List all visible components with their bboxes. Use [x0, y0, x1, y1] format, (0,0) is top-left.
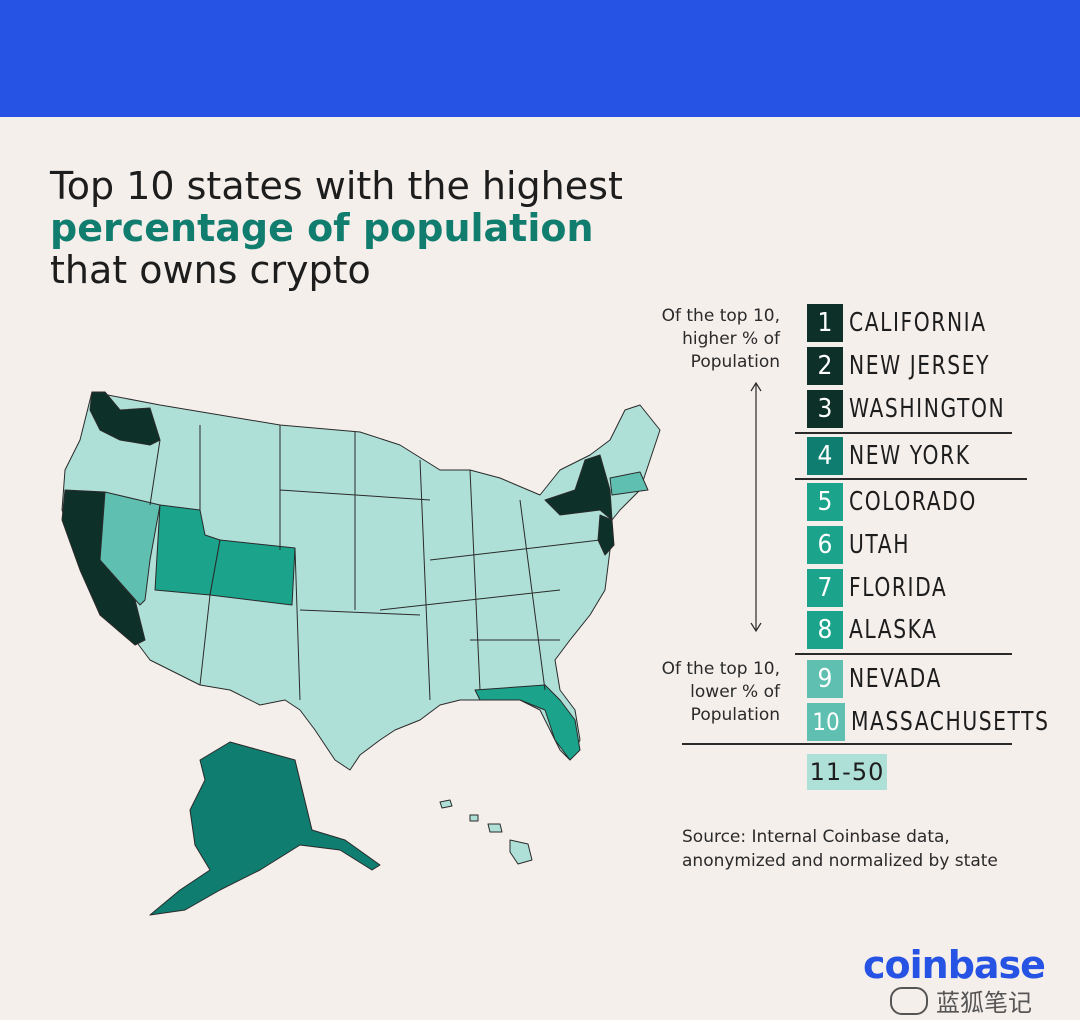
note-higher-line: Population [690, 352, 780, 372]
state-label: NEW JERSEY [849, 351, 991, 381]
legend-item: 6 UTAH [807, 526, 927, 564]
legend-item: 1 CALIFORNIA [807, 304, 1025, 342]
note-lower-line: Of the top 10, [661, 659, 780, 679]
note-lower: Of the top 10, lower % of Population [640, 658, 780, 727]
rank-box: 6 [807, 526, 843, 564]
rank-box: 3 [807, 390, 843, 428]
note-higher-line: Of the top 10, [661, 306, 780, 326]
note-lower-line: Population [690, 705, 780, 725]
note-higher-line: higher % of [682, 329, 780, 349]
rank-box: 2 [807, 347, 843, 385]
state-label: NEVADA [849, 664, 942, 694]
state-label: ALASKA [849, 615, 938, 645]
legend-item: 4 NEW YORK [807, 437, 1005, 475]
legend-item: 2 NEW JERSEY [807, 347, 1030, 385]
state-alaska [149, 741, 381, 916]
legend-item: 7 FLORIDA [807, 569, 975, 607]
state-label: MASSACHUSETTS [851, 707, 1050, 737]
legend-divider [795, 653, 1012, 655]
wechat-icon [890, 986, 928, 1015]
state-florida [474, 684, 581, 761]
source-note: Source: Internal Coinbase data, anonymiz… [682, 825, 998, 873]
rank-box: 1 [807, 304, 843, 342]
state-hawaii [439, 799, 533, 865]
coinbase-logo: coinbase [863, 943, 1046, 987]
rank-box: 4 [807, 437, 843, 475]
state-new-york [544, 454, 613, 521]
legend-divider [795, 478, 1027, 480]
state-colorado [209, 539, 296, 606]
title-line-3: that owns crypto [50, 248, 371, 292]
legend-divider [682, 743, 1012, 745]
watermark: 蓝狐笔记 [890, 983, 1032, 1018]
legend-divider [795, 432, 1012, 434]
legend-item: 9 NEVADA [807, 660, 968, 698]
note-lower-line: lower % of [690, 682, 780, 702]
state-label: CALIFORNIA [849, 308, 987, 338]
source-line: Source: Internal Coinbase data, [682, 827, 950, 847]
state-massachusetts [609, 471, 649, 496]
state-new-jersey [597, 514, 615, 556]
range-box-11-50: 11-50 [807, 754, 887, 790]
legend-item: 5 COLORADO [807, 483, 1013, 521]
legend-item: 10 MASSACHUSETTS [807, 703, 1080, 741]
title-line-2-highlight: percentage of population [50, 206, 594, 250]
rank-box: 8 [807, 611, 843, 649]
note-higher: Of the top 10, higher % of Population [640, 305, 780, 374]
legend-item: 3 WASHINGTON [807, 390, 1049, 428]
legend-item: 8 ALASKA [807, 611, 963, 649]
state-label: WASHINGTON [849, 394, 1006, 424]
state-washington [89, 391, 161, 446]
state-label: NEW YORK [849, 441, 971, 471]
chart-title: Top 10 states with the highest percentag… [50, 165, 623, 291]
rank-box: 7 [807, 569, 843, 607]
rank-box: 9 [807, 660, 843, 698]
rank-box: 5 [807, 483, 843, 521]
title-line-1: Top 10 states with the highest [50, 164, 623, 208]
watermark-text: 蓝狐笔记 [936, 989, 1032, 1017]
source-line: anonymized and normalized by state [682, 851, 998, 871]
state-label: COLORADO [849, 487, 977, 517]
top-banner [0, 0, 1080, 117]
rank-box: 10 [807, 703, 845, 741]
state-label: FLORIDA [849, 573, 948, 603]
state-label: UTAH [849, 530, 911, 560]
